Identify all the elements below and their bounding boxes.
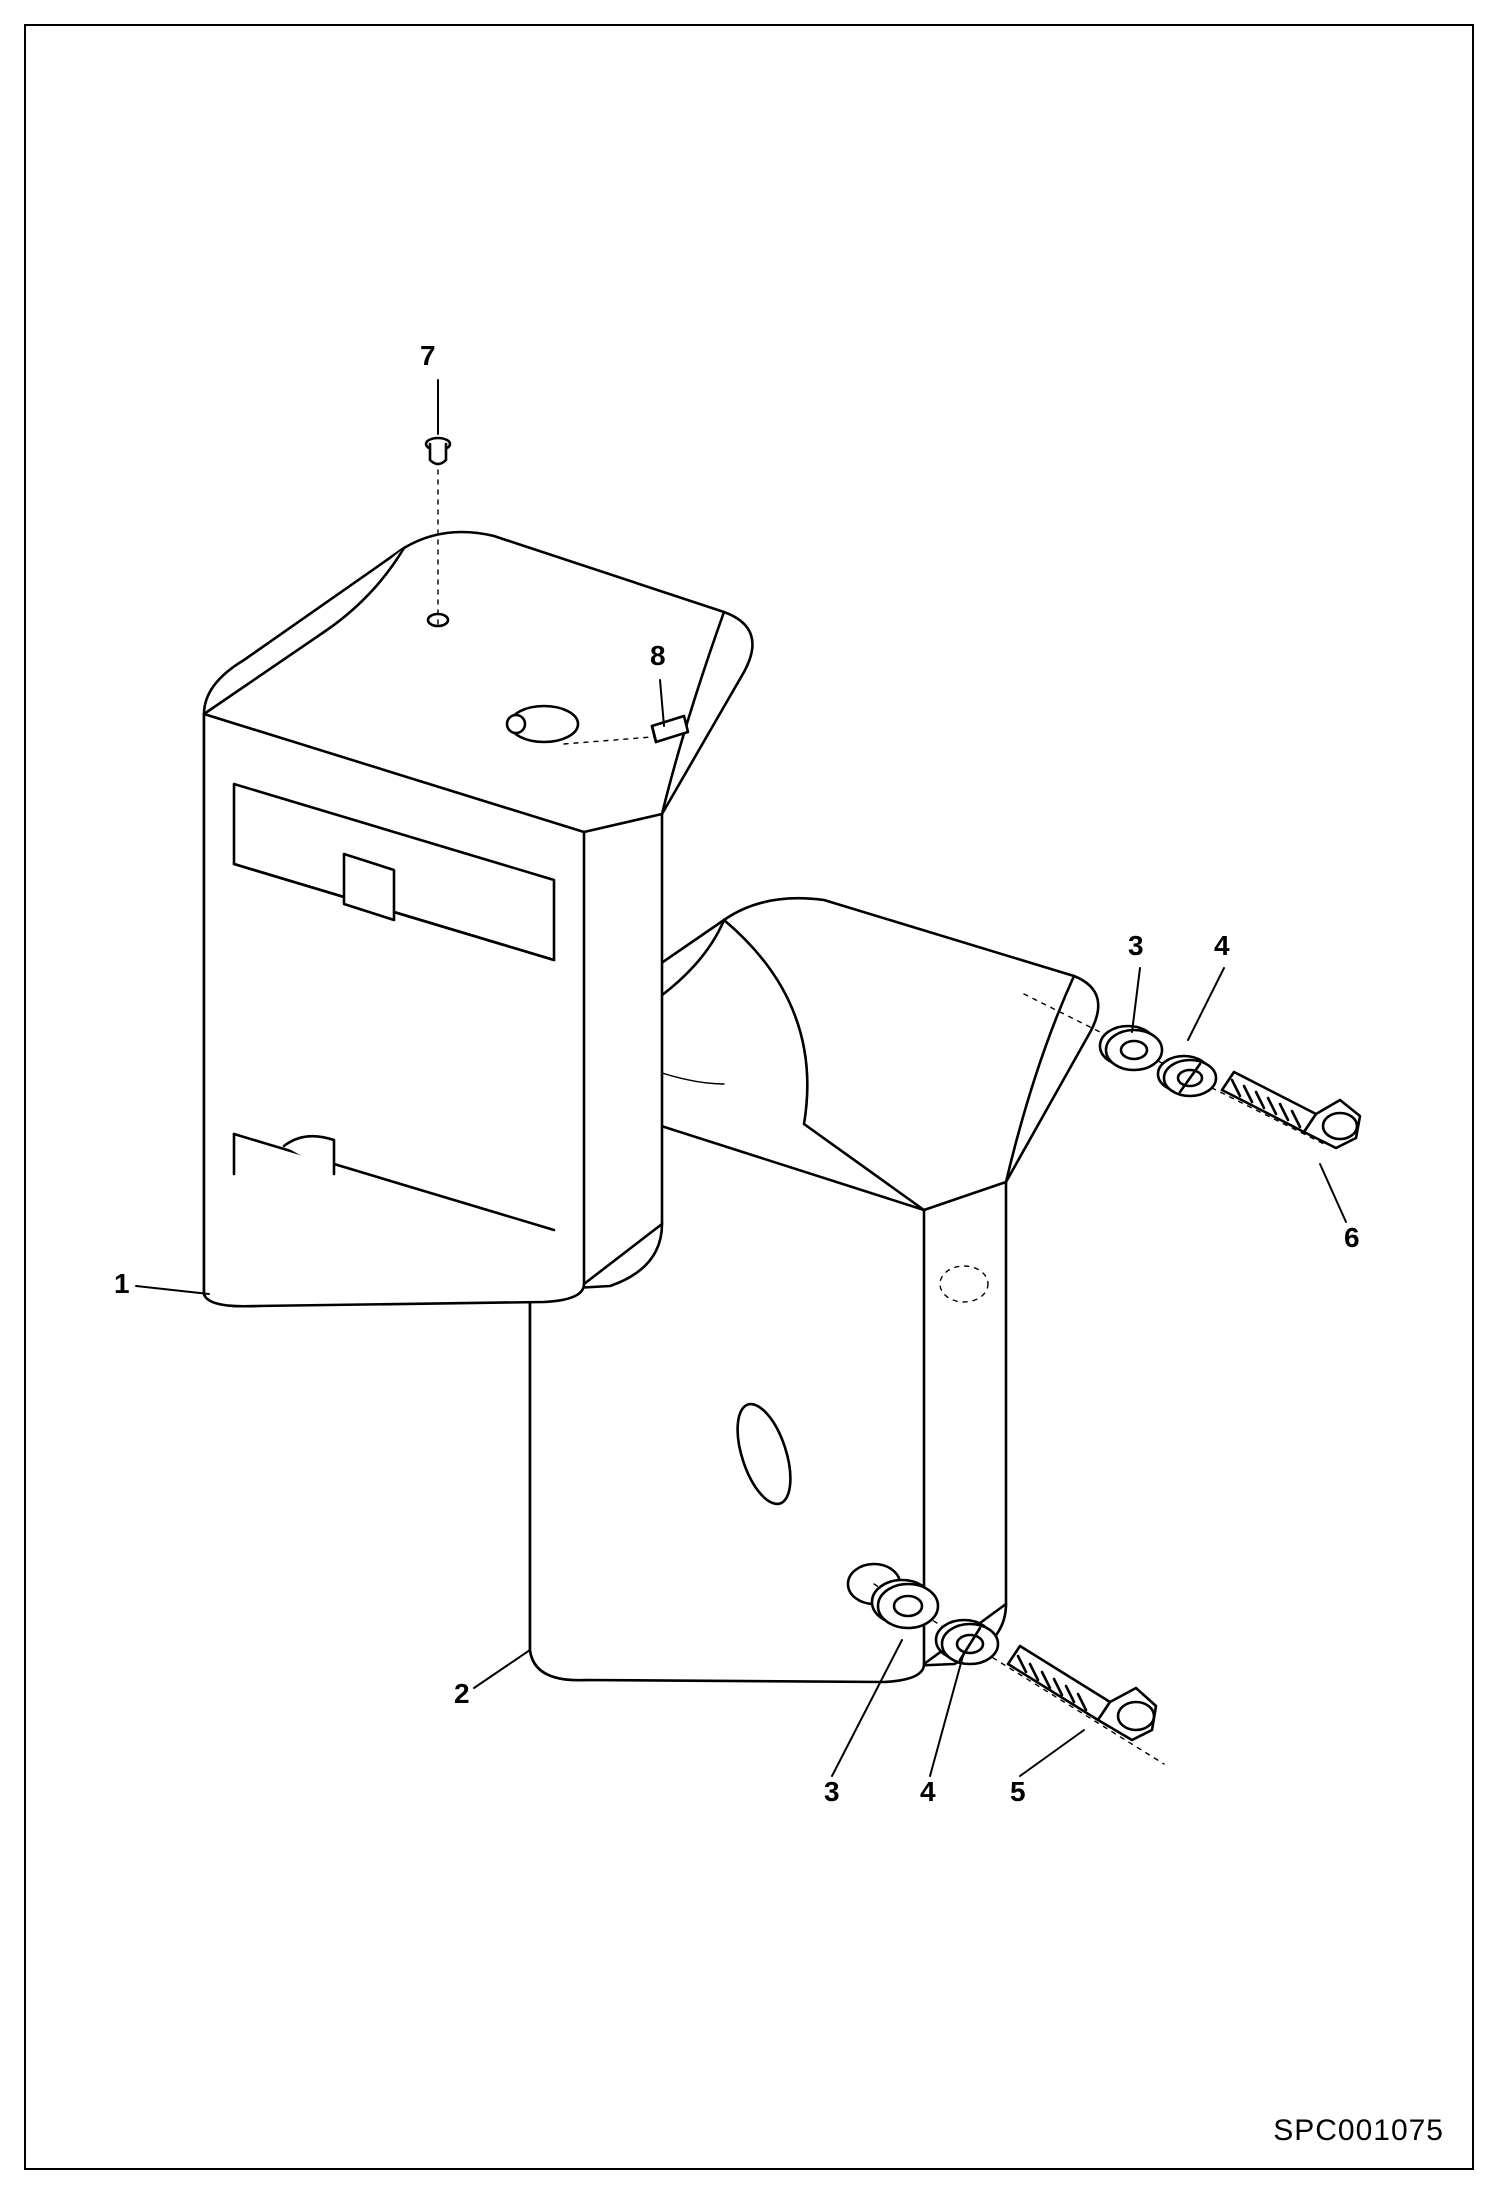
drawing-code: SPC001075 [1273,2114,1444,2148]
exploded-diagram [24,24,1474,2170]
part-7-plug [426,438,450,464]
part-5-bolt-lower [1008,1646,1156,1740]
callout-5: 5 [1010,1776,1026,1808]
callout-4a: 4 [920,1776,936,1808]
callout-3a: 3 [824,1776,840,1808]
callout-6: 6 [1344,1222,1360,1254]
callout-7: 7 [420,340,436,372]
part-6-bolt-upper [1222,1072,1360,1148]
callout-8: 8 [650,640,666,672]
callout-4b: 4 [1214,930,1230,962]
part-4-spring-washer-upper [1158,1056,1216,1096]
part-4-spring-washer-lower [936,1620,998,1664]
part-3-washer-upper [1100,1026,1162,1070]
callout-3b: 3 [1128,930,1144,962]
callout-2: 2 [454,1678,470,1710]
callout-1: 1 [114,1268,130,1300]
page: 1 2 3 3 4 4 5 6 7 8 SPC001075 [0,0,1498,2194]
